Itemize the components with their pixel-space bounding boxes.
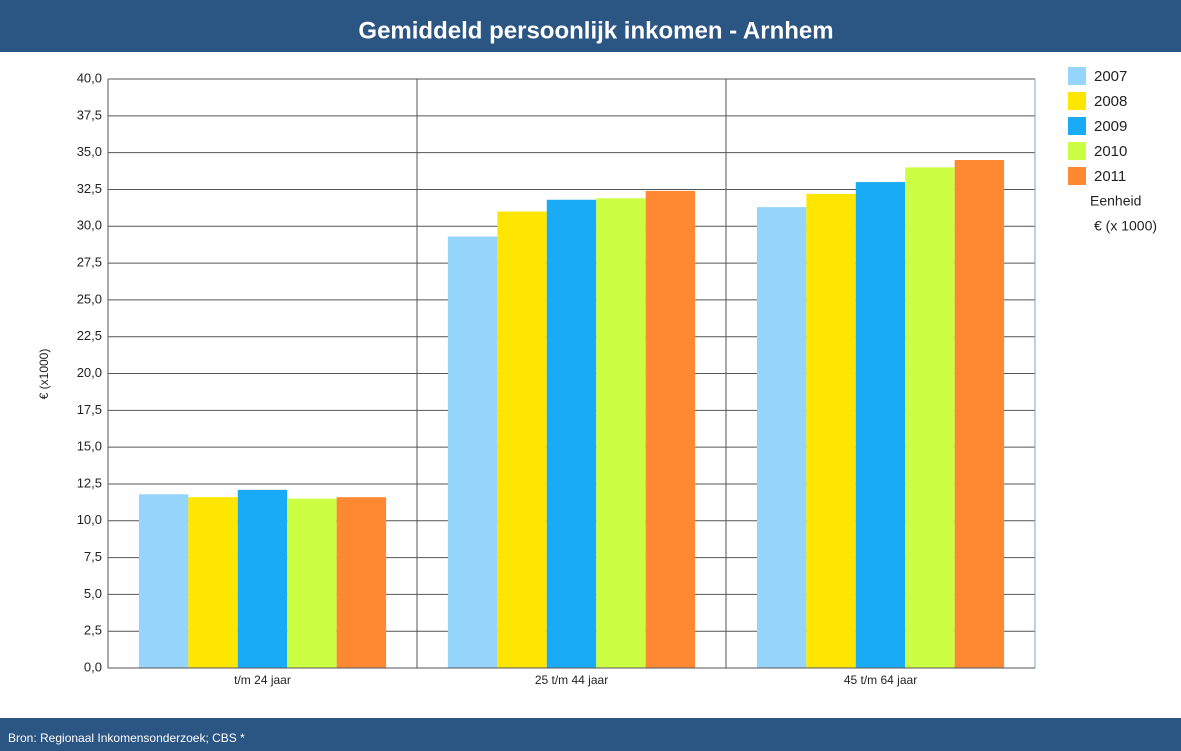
x-tick-label: 45 t/m 64 jaar (844, 673, 917, 687)
bar (546, 199, 597, 668)
title-bar (0, 0, 1181, 52)
y-tick-label: 5,0 (84, 586, 102, 601)
bar (287, 498, 337, 668)
y-tick-label: 22,5 (77, 328, 102, 343)
y-axis-label: € (x1000) (37, 349, 51, 400)
y-tick-label: 35,0 (77, 144, 102, 159)
bar (905, 167, 955, 668)
y-tick-label: 15,0 (77, 439, 102, 454)
bar (645, 190, 696, 668)
y-tick-label: 7,5 (84, 549, 102, 564)
bar (497, 211, 547, 668)
bar (806, 193, 856, 669)
legend-swatch (1068, 117, 1086, 135)
legend-label: 2007 (1094, 68, 1127, 85)
legend-note: Eenheid (1090, 193, 1141, 209)
bar (138, 494, 189, 668)
legend-label: 2010 (1094, 143, 1127, 160)
y-tick-label: 20,0 (77, 365, 102, 380)
bar (237, 489, 288, 668)
y-tick-label: 10,0 (77, 512, 102, 527)
y-tick-label: 30,0 (77, 218, 102, 233)
bar (188, 497, 238, 668)
bar (596, 198, 646, 668)
source: Bron: Regionaal Inkomensonderzoek; CBS * (8, 731, 245, 745)
legend-swatch (1068, 67, 1086, 85)
y-tick-label: 12,5 (77, 475, 102, 490)
bar (954, 159, 1005, 669)
chart-title: Gemiddeld persoonlijk inkomen - Arnhem (358, 17, 833, 44)
bar (855, 182, 906, 668)
bar (336, 497, 387, 668)
legend-unit: € (x 1000) (1094, 218, 1157, 234)
y-tick-label: 27,5 (77, 255, 102, 270)
legend-swatch (1068, 92, 1086, 110)
bar (447, 236, 498, 668)
y-tick-label: 17,5 (77, 402, 102, 417)
footer-bar (0, 718, 1181, 751)
legend-swatch (1068, 167, 1086, 185)
legend-label: 2009 (1094, 118, 1127, 135)
bar (756, 207, 807, 669)
y-tick-label: 0,0 (84, 659, 102, 674)
y-tick-label: 40,0 (77, 70, 102, 85)
x-tick-label: 25 t/m 44 jaar (535, 673, 608, 687)
y-tick-label: 37,5 (77, 107, 102, 122)
y-tick-label: 25,0 (77, 291, 102, 306)
legend-swatch (1068, 142, 1086, 160)
y-tick-label: 32,5 (77, 181, 102, 196)
legend-label: 2011 (1094, 168, 1126, 185)
y-tick-label: 2,5 (84, 623, 102, 638)
x-tick-label: t/m 24 jaar (234, 673, 291, 687)
legend-label: 2008 (1094, 93, 1127, 110)
